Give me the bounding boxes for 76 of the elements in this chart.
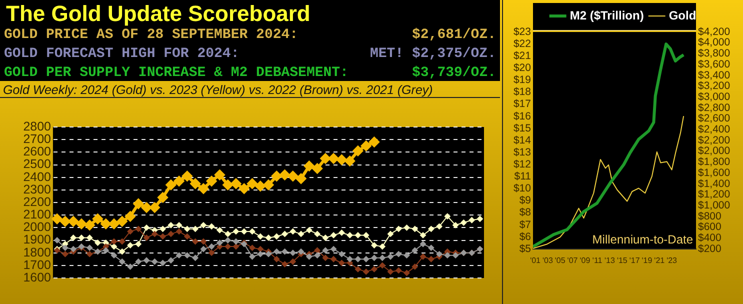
y2-tick-label: $1,200 — [698, 188, 730, 201]
y2-tick-label: $3,400 — [698, 69, 730, 82]
text: $3,739/OZ. — [412, 65, 496, 81]
y-tick-label: 2500 — [23, 157, 52, 172]
x-tick-label: '09 — [580, 256, 591, 266]
x-tick-label: '21 — [654, 256, 666, 266]
legend-label: M2 ($Trillion) — [570, 8, 644, 22]
y2-tick-label: $200 — [698, 242, 722, 255]
y2-tick-label: $4,200 — [698, 26, 730, 38]
x-tick-label: '01 — [530, 256, 542, 266]
x-tick-label: '19 — [642, 256, 653, 266]
x-tick-label: '23 — [666, 256, 678, 266]
y-tick-label: $6 — [519, 230, 532, 243]
y-tick-label: $7 — [519, 218, 532, 231]
y-tick-label: 1700 — [23, 258, 52, 272]
x-tick-label: '05 — [554, 256, 566, 266]
y2-tick-label: $3,000 — [698, 90, 730, 103]
y-tick-label: $17 — [513, 98, 532, 110]
y-tick-label: $13 — [513, 146, 532, 158]
y2-tick-label: $4,000 — [698, 36, 730, 49]
y-tick-label: 2200 — [23, 194, 52, 209]
y2-tick-label: $1,000 — [698, 199, 730, 212]
y-tick-label: 1800 — [23, 245, 52, 260]
y-tick-label: 2700 — [23, 132, 52, 146]
x-tick-label: '11 — [592, 256, 603, 266]
text: $2,681/OZ. — [412, 27, 496, 43]
y-tick-label: $18 — [513, 86, 532, 98]
y-tick-label: $8 — [519, 206, 532, 219]
y-tick-label: 2100 — [23, 208, 52, 222]
y2-tick-label: $600 — [698, 221, 722, 234]
y2-tick-label: $400 — [698, 232, 722, 244]
y-tick-label: $12 — [513, 158, 532, 170]
annotation: Millennium-to-Date — [592, 232, 694, 246]
y2-tick-label: $2,000 — [698, 145, 730, 158]
y-tick-label: $11 — [514, 170, 532, 183]
y2-tick-label: $3,200 — [698, 80, 730, 92]
y2-tick-label: $2,800 — [698, 102, 730, 114]
y-tick-label: $22 — [513, 38, 532, 50]
y-tick-label: $21 — [513, 50, 532, 62]
y-tick-label: 2000 — [23, 220, 52, 234]
y2-tick-label: $1,800 — [698, 156, 730, 168]
y2-tick-label: $2,200 — [698, 134, 730, 146]
y-tick-label: 2600 — [23, 144, 52, 159]
y2-tick-label: $1,400 — [698, 178, 730, 190]
x-tick-label: '03 — [542, 256, 554, 266]
x-tick-label: '17 — [629, 256, 640, 266]
y-tick-label: $14 — [513, 134, 532, 146]
x-tick-label: '07 — [567, 256, 578, 266]
text: MET! $2,375/OZ. — [370, 46, 496, 62]
y-tick-label: $23 — [513, 26, 532, 38]
y-tick-label: 2400 — [23, 170, 52, 184]
y-tick-label: $15 — [513, 122, 532, 134]
legend-label: Gold — [668, 8, 696, 22]
y-tick-label: 1600 — [23, 270, 52, 284]
x-tick-label: '13 — [604, 256, 616, 266]
y2-tick-label: $3,600 — [698, 58, 730, 70]
y-tick-label: $9 — [519, 194, 532, 207]
y-tick-label: 1900 — [23, 232, 52, 247]
y2-tick-label: $800 — [698, 210, 722, 222]
y-tick-label: $19 — [513, 74, 532, 86]
y-tick-label: 2300 — [23, 182, 52, 196]
chart-subtitle: Gold Weekly: 2024 (Gold) vs. 2023 (Yellow) vs. 2022 (Brown) vs. 2021 (Grey) — [0, 82, 500, 98]
y-tick-label: $5 — [519, 242, 532, 255]
text: GOLD FORECAST HIGH FOR 2024: — [4, 46, 240, 62]
y-tick-label: $20 — [513, 62, 532, 74]
y2-tick-label: $2,600 — [698, 112, 730, 125]
y-tick-label: $10 — [513, 182, 532, 195]
y2-tick-label: $1,600 — [698, 166, 730, 179]
x-tick-label: '15 — [616, 256, 628, 266]
text: GOLD PER SUPPLY INCREASE & M2 DEBASEMENT: — [4, 65, 348, 81]
y-tick-label: $16 — [513, 110, 532, 122]
text: GOLD PRICE AS OF 28 SEPTEMBER 2024: — [4, 27, 298, 43]
y2-tick-label: $2,400 — [698, 124, 730, 136]
y2-tick-label: $3,800 — [698, 48, 730, 60]
chart-title: The Gold Update Scoreboard — [6, 1, 310, 27]
y-tick-label: 2800 — [23, 119, 52, 134]
